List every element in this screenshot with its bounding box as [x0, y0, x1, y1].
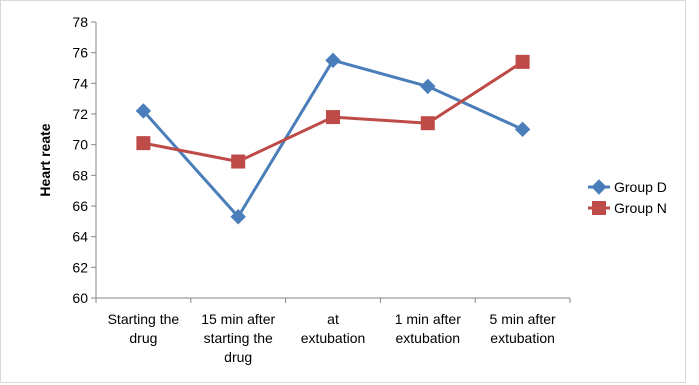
- x-tick-label-line: at: [327, 311, 339, 327]
- y-tick-label: 72: [72, 106, 88, 122]
- y-tick-label: 64: [72, 229, 88, 245]
- y-tick-label: 62: [72, 259, 88, 275]
- x-tick-label-line: starting the: [204, 330, 273, 346]
- x-tick-label-line: drug: [129, 330, 157, 346]
- y-tick-label: 60: [72, 290, 88, 306]
- y-tick-label: 76: [72, 45, 88, 61]
- x-tick-label-line: 5 min after: [490, 311, 556, 327]
- x-tick-label-line: extubation: [301, 330, 366, 346]
- data-point-series-2: [326, 110, 340, 125]
- x-tick-label-line: 1 min after: [395, 311, 461, 327]
- x-tick-label-line: Starting the: [108, 311, 180, 327]
- legend-label-1: Group D: [614, 179, 667, 195]
- y-tick-label: 70: [72, 137, 88, 153]
- data-point-series-1: [420, 78, 436, 95]
- x-tick-label: 5 min after extubation: [490, 311, 556, 346]
- x-tick-label-line: extubation: [490, 330, 555, 346]
- legend-marker-2: [592, 201, 606, 215]
- y-tick-label: 78: [72, 14, 88, 30]
- data-point-series-1: [514, 121, 531, 138]
- data-point-series-2: [420, 116, 435, 131]
- data-point-series-1: [230, 209, 246, 225]
- x-tick-label-line: drug: [224, 349, 252, 365]
- data-point-series-2: [231, 154, 246, 169]
- data-point-series-1: [135, 103, 152, 119]
- chart-frame: [0, 0, 686, 383]
- y-axis-title: Heart reate: [37, 123, 53, 196]
- x-tick-label-line: extubation: [395, 330, 460, 346]
- x-tick-label-line: 15 min after: [201, 311, 275, 327]
- legend-label-2: Group N: [614, 200, 667, 216]
- y-tick-label: 66: [72, 198, 88, 214]
- data-point-series-1: [325, 52, 341, 69]
- y-tick-label: 74: [72, 75, 88, 91]
- data-point-series-2: [515, 54, 530, 69]
- x-tick-label: 15 min after starting the drug: [201, 311, 275, 365]
- x-tick-label: 1 min after extubation: [395, 311, 461, 346]
- x-tick-label: at extubation: [301, 311, 366, 346]
- data-point-series-2: [136, 136, 151, 151]
- legend-marker-1: [591, 179, 607, 195]
- y-tick-label: 68: [72, 167, 88, 183]
- x-tick-label: Starting the drug: [108, 311, 180, 346]
